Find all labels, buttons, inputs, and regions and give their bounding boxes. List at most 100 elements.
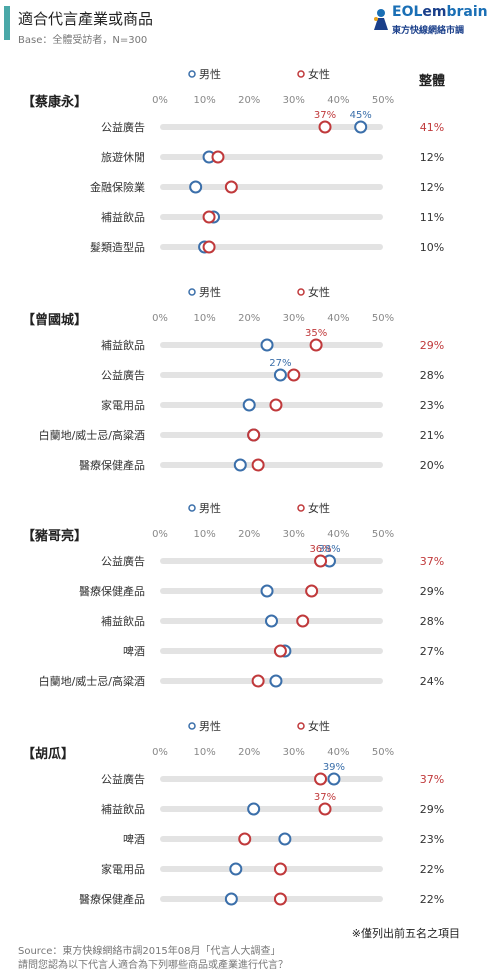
row-track (160, 124, 383, 130)
overall-value: 23% (420, 399, 444, 412)
category-label: 家電用品 (101, 862, 145, 876)
axis-tick-label: 20% (238, 313, 260, 324)
row-track (160, 184, 383, 190)
male-dot (233, 458, 247, 472)
legend-female-marker (297, 722, 305, 730)
category-label: 補益飲品 (101, 614, 145, 628)
logo-word-b: em (422, 4, 447, 20)
male-dot (265, 614, 278, 628)
overall-value: 11% (420, 211, 444, 224)
data-label: 37% (314, 792, 336, 803)
axis-tick-label: 0% (152, 747, 168, 758)
overall-value: 28% (420, 369, 444, 382)
female-dot (202, 240, 216, 254)
axis-tick-label: 50% (372, 313, 394, 324)
axis-tick-label: 10% (193, 313, 215, 324)
female-dot (314, 772, 328, 786)
legend-female-marker (297, 504, 305, 512)
legend-female-marker (297, 288, 305, 296)
overall-value: 29% (420, 339, 444, 352)
overall-value: 22% (420, 893, 444, 906)
row-track (160, 154, 383, 160)
legend-male-marker (188, 70, 196, 78)
male-dot (229, 862, 243, 876)
female-dot (202, 210, 216, 224)
person-logo-icon (374, 9, 388, 30)
axis-tick-label: 30% (283, 529, 305, 540)
category-label: 公益廣告 (101, 554, 145, 568)
overall-value: 12% (420, 181, 444, 194)
female-dot (224, 180, 238, 194)
data-label: 45% (350, 110, 372, 121)
axis-tick-label: 40% (327, 313, 349, 324)
axis-tick-label: 20% (238, 747, 260, 758)
female-dot (211, 150, 225, 164)
legend-female-label: 女性 (308, 67, 330, 81)
category-label: 啤酒 (123, 644, 145, 658)
data-label: 36% (309, 544, 331, 555)
category-label: 啤酒 (123, 832, 145, 846)
female-dot (287, 368, 301, 382)
category-label: 家電用品 (101, 398, 145, 412)
male-dot (269, 674, 283, 688)
logo-wordmark: EOLembrain (392, 4, 488, 20)
category-label: 金融保險業 (90, 180, 145, 194)
category-label: 醫療保健產品 (79, 584, 145, 598)
category-label: 旅遊休閒 (101, 150, 145, 164)
overall-value: 29% (420, 585, 444, 598)
category-label: 白蘭地/威士忌/高粱酒 (39, 428, 145, 442)
category-label: 醫療保健產品 (79, 458, 145, 472)
axis-tick-label: 40% (327, 95, 349, 106)
category-label: 公益廣告 (101, 368, 145, 382)
category-label: 白蘭地/威士忌/高粱酒 (39, 674, 145, 688)
axis-tick-label: 50% (372, 529, 394, 540)
data-label: 35% (305, 328, 327, 339)
overall-value: 37% (420, 773, 444, 786)
eolembrain-logo: EOLembrain 東方快線網絡市調 (370, 4, 488, 38)
legend-male-marker (188, 288, 196, 296)
celebrity-title: 【豬哥亮】 (22, 528, 87, 544)
axis-tick-label: 0% (152, 529, 168, 540)
overall-header: 整體 (418, 73, 445, 89)
female-dot (318, 802, 332, 816)
legend-female-label: 女性 (308, 501, 330, 515)
overall-value: 23% (420, 833, 444, 846)
row-track (160, 244, 383, 250)
data-label: 27% (269, 358, 291, 369)
overall-value: 12% (420, 151, 444, 164)
female-dot (273, 644, 287, 658)
axis-tick-label: 50% (372, 95, 394, 106)
celebrity-title: 【曾國城】 (22, 312, 87, 328)
overall-value: 27% (420, 645, 444, 658)
overall-value: 37% (420, 555, 444, 568)
female-dot (273, 892, 287, 906)
row-track (160, 836, 383, 842)
legend-male-marker (188, 504, 196, 512)
category-label: 補益飲品 (101, 210, 145, 224)
axis-tick-label: 40% (327, 529, 349, 540)
category-label: 髮類造型品 (90, 240, 145, 254)
female-dot (251, 674, 265, 688)
logo-word-c: brain (446, 4, 488, 20)
male-dot (260, 338, 274, 352)
source-line-2: 請問您認為以下代言人適合為下列哪些商品或產業進行代言？ (18, 960, 288, 971)
overall-value: 24% (420, 675, 444, 688)
female-dot (305, 584, 319, 598)
logo-subtitle: 東方快線網絡市調 (392, 26, 465, 36)
row-track (160, 776, 383, 782)
data-label: 38% (318, 544, 340, 555)
axis-tick-label: 10% (193, 95, 215, 106)
male-dot (354, 120, 368, 134)
legend-male-label: 男性 (199, 501, 221, 515)
legend-female-label: 女性 (308, 719, 330, 733)
title-accent-bar (4, 6, 10, 40)
row-track (160, 214, 383, 220)
axis-tick-label: 0% (152, 313, 168, 324)
male-dot (247, 802, 261, 816)
overall-value: 29% (420, 803, 444, 816)
page-title: 適合代言產業或商品 (18, 10, 154, 28)
axis-tick-label: 30% (283, 747, 305, 758)
legend-female-marker (297, 70, 305, 78)
category-label: 補益飲品 (101, 802, 145, 816)
